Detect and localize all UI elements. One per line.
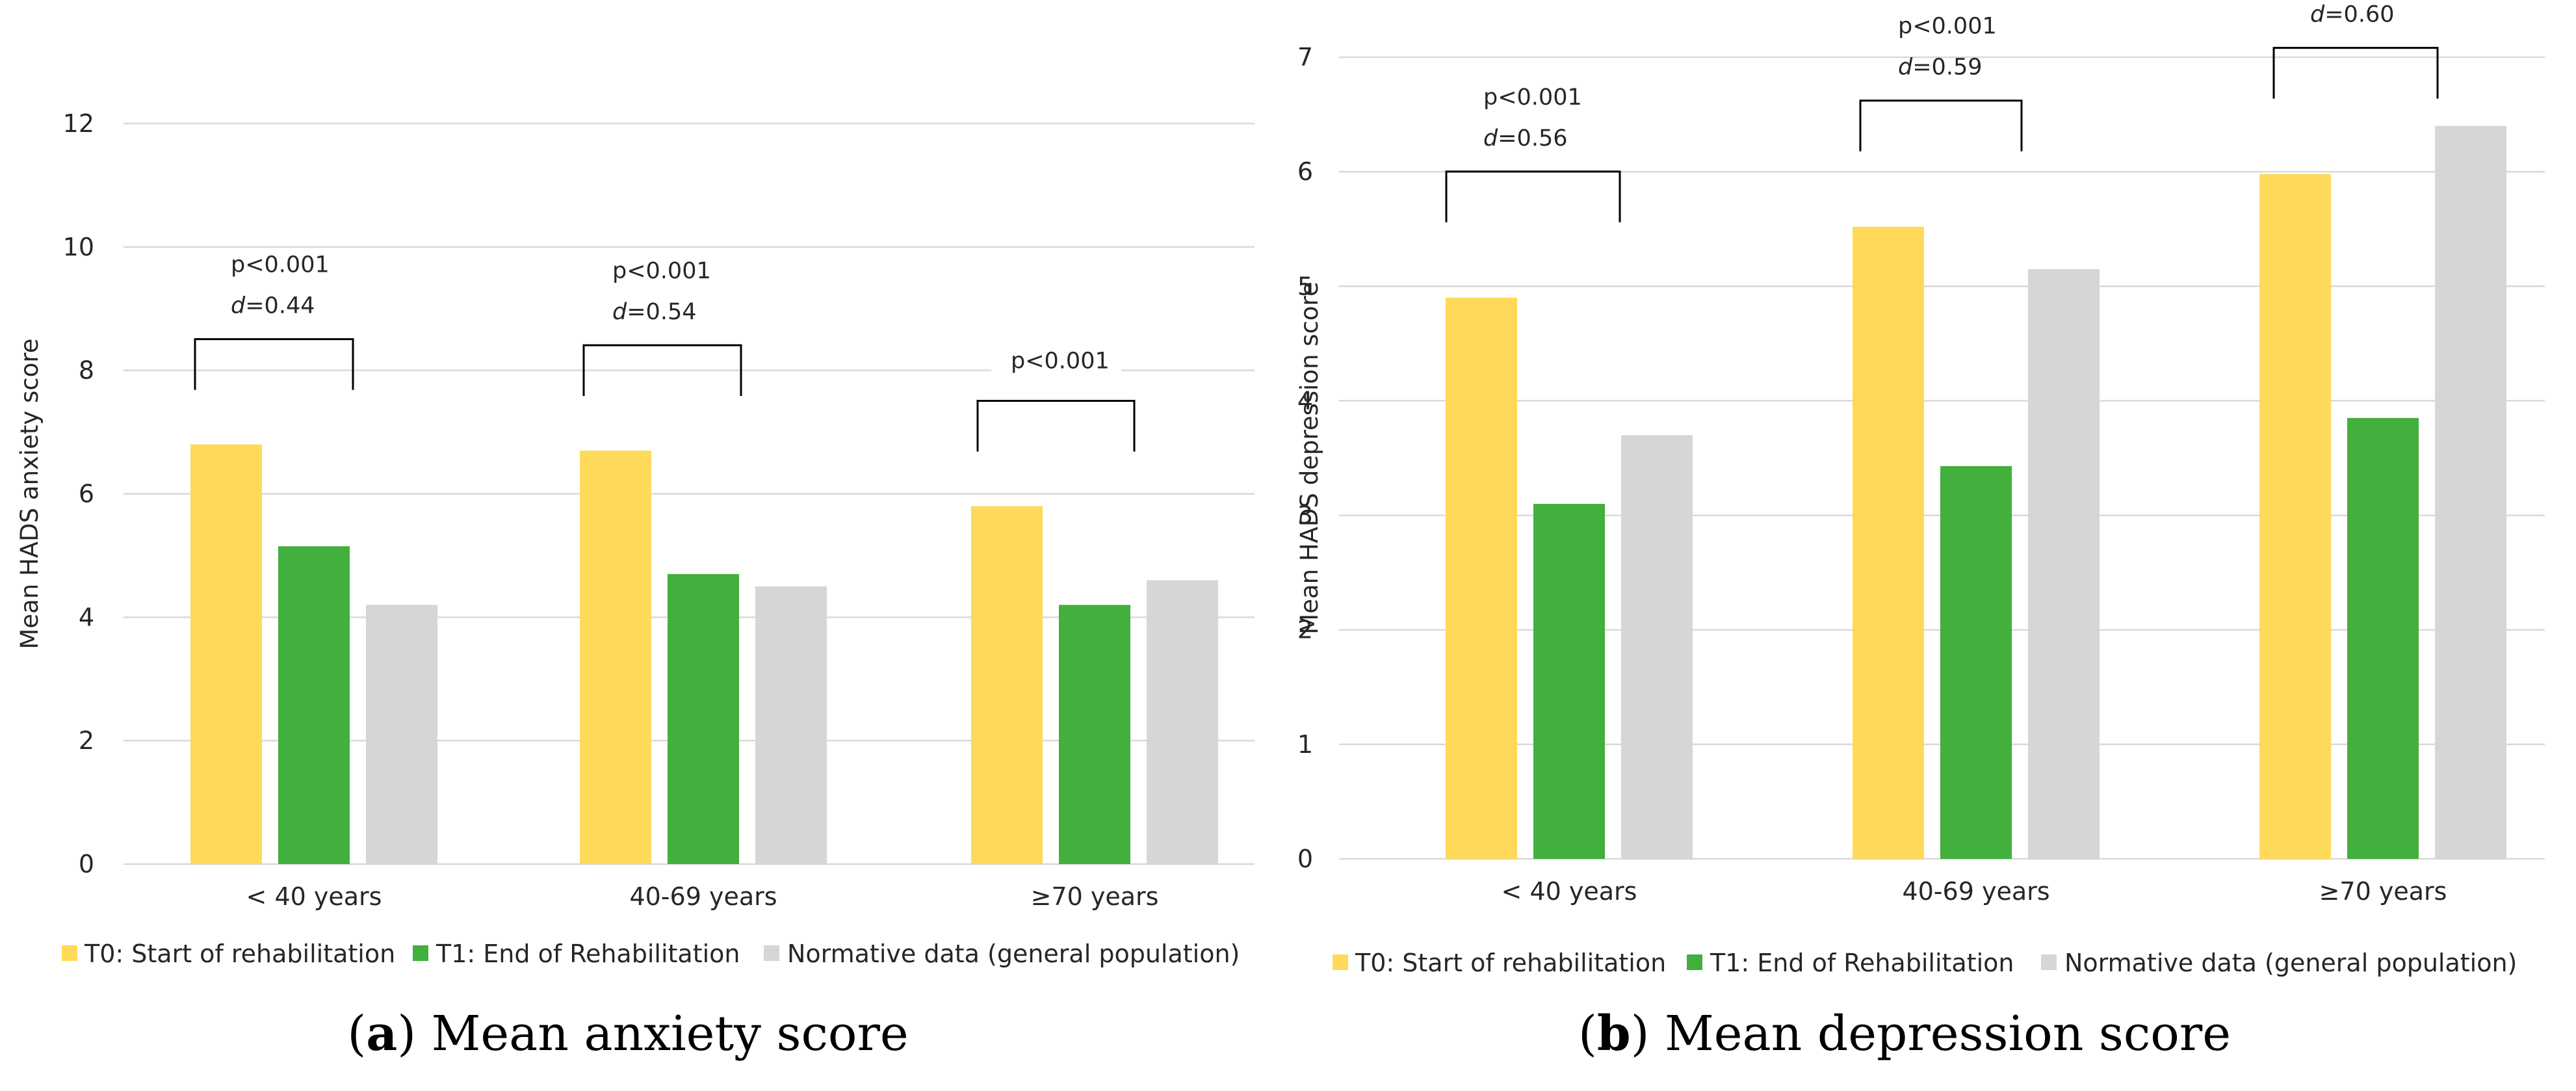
caption-close-paren: ) [397,1006,416,1062]
bar-t1-2 [1940,466,2012,859]
legend-label-t1: T1: End of Rehabilitation [1710,949,2014,977]
bar-t1-3 [1059,605,1130,864]
effect-size-value: =0.44 [245,293,315,319]
figure-caption: (b) Mean depression score [1578,1006,2231,1062]
bar-t0-3 [971,506,1043,864]
legend-swatch-t1 [413,945,428,961]
y-tick-label: 4 [1297,386,1313,415]
effect-size-symbol: d [2310,2,2325,28]
legend-label-norm: Normative data (general population) [2064,949,2517,977]
effect-size-label: d=0.59 [1898,55,1982,81]
p-value-label: p<0.001 [612,258,711,284]
bar-norm-3 [2435,125,2506,860]
significance-bracket [582,344,742,397]
legend-label-t1: T1: End of Rehabilitation [436,940,740,968]
legend-swatch-t0 [62,945,77,961]
effect-size-label: d=0.44 [231,293,315,319]
y-axis-title: Mean HADS anxiety score [16,338,44,649]
bar-norm-1 [366,605,437,864]
y-tick-label: 0 [79,850,94,878]
y-tick-label: 6 [1297,157,1313,186]
bar-t1-1 [1533,503,1605,859]
y-tick-label: 2 [1297,616,1313,644]
effect-size-value: =0.60 [2324,2,2394,28]
legend-swatch-t0 [1333,954,1348,970]
legend-label-norm: Normative data (general population) [787,940,1240,968]
effect-size-label: d=0.54 [612,299,696,325]
caption-open-paren: ( [1578,1006,1597,1062]
p-value-background [991,339,1121,378]
effect-size-value: =0.54 [627,299,696,325]
cat-label-under-40: < 40 years [1502,877,1637,906]
y-tick-label: 7 [1297,43,1313,72]
p-value-label: p<0.001 [231,252,330,278]
bar-t0-3 [2259,174,2331,859]
effect-size-value: =0.56 [1498,125,1567,151]
legend-label-t0: T0: Start of rehabilitation [84,940,395,968]
bar-t0-1 [190,444,262,864]
legend-swatch-norm [764,945,779,961]
caption-text: Mean anxiety score [416,1006,909,1062]
anxiety-chart-panel: 0 2 4 6 8 10 12 Mean HADS anxiety score < 40 yea… [16,109,1255,1062]
bar-t1-1 [278,546,350,864]
bar-t0-2 [580,451,651,864]
bar-norm-3 [1147,580,1218,864]
effect-size-label: d=0.56 [1483,125,1567,151]
significance-bracket [1445,170,1621,222]
effect-size-symbol: d [1898,55,1913,81]
depression-chart-panel: 0 1 2 3 4 5 6 7 Mean HADS depression score < 40 y… [1295,2,2545,1062]
y-tick-label: 1 [1297,730,1313,759]
bar-t1-2 [668,573,739,864]
y-tick-label: 12 [63,109,94,138]
bar-t0-2 [1853,226,1924,860]
caption-letter: b [1597,1006,1631,1062]
y-tick-label: 4 [79,603,94,631]
y-tick-label: 6 [79,480,94,508]
caption-close-paren: ) [1631,1006,1650,1062]
bar-norm-2 [2028,269,2100,860]
y-tick-label: 3 [1297,501,1313,530]
cat-label-70-plus: ≥70 years [2319,877,2447,906]
p-value-label: p<0.001 [1011,348,1110,374]
p-value-label: p<0.001 [1898,14,1997,40]
significance-bracket [194,338,354,390]
y-tick-label: 8 [79,356,94,385]
cat-label-70-plus: ≥70 years [1031,882,1159,911]
effect-size-symbol: d [612,299,627,325]
bar-norm-1 [1621,435,1693,859]
significance-bracket [1859,99,2023,151]
legend-swatch-norm [2041,954,2057,970]
y-axis-title: Mean HADS depression score [1295,282,1323,634]
y-tick-label: 2 [79,726,94,755]
cat-label-40-69: 40-69 years [1902,877,2049,906]
y-tick-label: 5 [1297,272,1313,300]
legend-label-t0: T0: Start of rehabilitation [1355,949,1666,977]
legend-swatch-t1 [1687,954,1702,970]
y-tick-label: 0 [1297,845,1313,873]
effect-size-label: d=0.60 [2310,2,2394,28]
bar-t1-3 [2347,417,2419,859]
y-tick-label: 10 [63,233,94,261]
p-value-label: p<0.001 [1483,85,1582,111]
caption-open-paren: ( [347,1006,366,1062]
significance-bracket [976,399,1136,452]
caption-text: Mean depression score [1649,1006,2231,1062]
bar-t0-1 [1446,297,1517,859]
caption-letter: a [366,1006,397,1062]
effect-size-symbol: d [231,293,246,319]
bar-norm-2 [755,586,827,864]
cat-label-40-69: 40-69 years [629,882,777,911]
effect-size-value: =0.59 [1912,55,1982,81]
figure-caption: (a) Mean anxiety score [347,1006,908,1062]
cat-label-under-40: < 40 years [246,882,382,911]
significance-bracket [2272,47,2439,99]
effect-size-symbol: d [1483,125,1498,151]
